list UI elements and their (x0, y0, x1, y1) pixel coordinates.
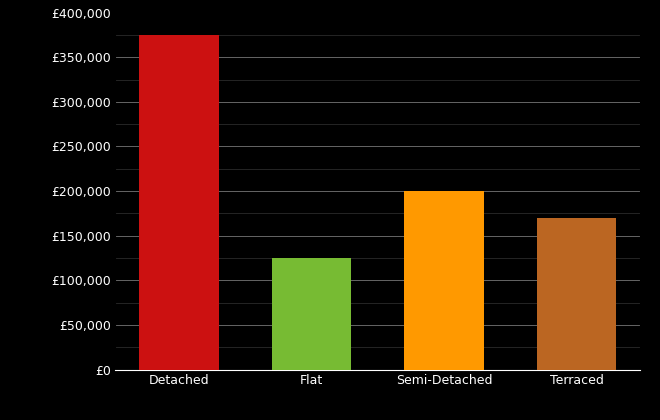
Bar (139, 35, 219, 370)
Bar (405, 191, 484, 370)
Bar (537, 218, 616, 370)
Bar (272, 258, 351, 370)
